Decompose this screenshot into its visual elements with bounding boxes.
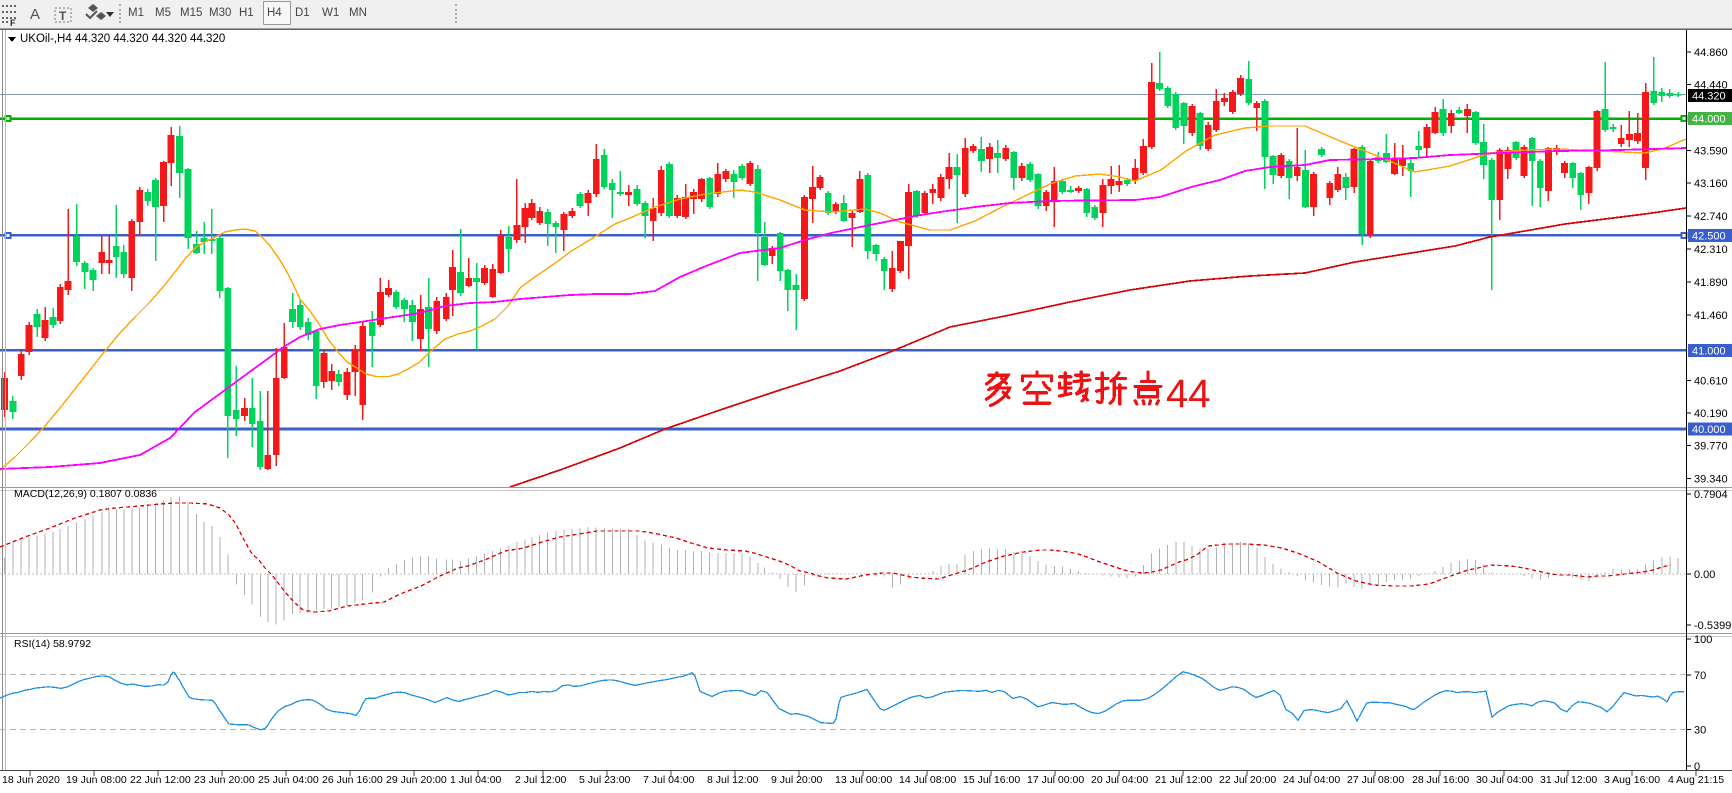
svg-text:42.310: 42.310: [1694, 244, 1728, 256]
svg-text:31 Jul 12:00: 31 Jul 12:00: [1540, 774, 1597, 786]
svg-text:-0.5399: -0.5399: [1694, 620, 1731, 632]
svg-text:14 Jul 08:00: 14 Jul 08:00: [899, 774, 956, 786]
svg-text:40.610: 40.610: [1694, 376, 1728, 388]
svg-text:27 Jul 08:00: 27 Jul 08:00: [1347, 774, 1404, 786]
svg-text:25 Jun 04:00: 25 Jun 04:00: [258, 774, 319, 786]
svg-text:7 Jul 04:00: 7 Jul 04:00: [643, 774, 695, 786]
svg-text:18 Jun 2020: 18 Jun 2020: [2, 774, 60, 786]
svg-text:28 Jul 16:00: 28 Jul 16:00: [1412, 774, 1469, 786]
svg-text:43.160: 43.160: [1694, 178, 1728, 190]
svg-text:23 Jun 20:00: 23 Jun 20:00: [194, 774, 255, 786]
svg-text:2 Jul 12:00: 2 Jul 12:00: [515, 774, 567, 786]
svg-text:42.740: 42.740: [1694, 211, 1728, 223]
svg-text:24 Jul 04:00: 24 Jul 04:00: [1283, 774, 1340, 786]
svg-text:30: 30: [1694, 725, 1706, 737]
svg-text:41.000: 41.000: [1692, 346, 1726, 358]
svg-text:43.590: 43.590: [1694, 146, 1728, 158]
svg-text:9 Jul 20:00: 9 Jul 20:00: [771, 774, 823, 786]
svg-text:A: A: [30, 6, 40, 23]
svg-text:41.460: 41.460: [1694, 310, 1728, 322]
svg-text:UKOil-,H4 44.320 44.320 44.32: UKOil-,H4 44.320 44.320 44.320 44.320: [20, 33, 225, 45]
svg-text:40.190: 40.190: [1694, 408, 1728, 420]
svg-text:19 Jun 08:00: 19 Jun 08:00: [66, 774, 127, 786]
svg-text:29 Jun 20:00: 29 Jun 20:00: [386, 774, 447, 786]
svg-text:22 Jun 12:00: 22 Jun 12:00: [130, 774, 191, 786]
svg-text:22 Jul 20:00: 22 Jul 20:00: [1219, 774, 1276, 786]
svg-text:F: F: [10, 18, 16, 28]
svg-text:44.440: 44.440: [1694, 80, 1728, 92]
svg-text:30 Jul 04:00: 30 Jul 04:00: [1476, 774, 1533, 786]
svg-text:39.340: 39.340: [1694, 474, 1728, 486]
svg-text:100: 100: [1694, 634, 1712, 646]
svg-text:41.890: 41.890: [1694, 277, 1728, 289]
svg-text:39.770: 39.770: [1694, 441, 1728, 453]
svg-text:T: T: [59, 9, 67, 23]
svg-text:21 Jul 12:00: 21 Jul 12:00: [1155, 774, 1212, 786]
svg-text:MACD(12,26,9) 0.1807 0.0836: MACD(12,26,9) 0.1807 0.0836: [14, 488, 157, 500]
svg-text:5 Jul 23:00: 5 Jul 23:00: [579, 774, 631, 786]
svg-text:15 Jul 16:00: 15 Jul 16:00: [963, 774, 1020, 786]
svg-text:26 Jun 16:00: 26 Jun 16:00: [322, 774, 383, 786]
svg-text:1 Jul 04:00: 1 Jul 04:00: [450, 774, 502, 786]
svg-text:40.000: 40.000: [1692, 424, 1726, 436]
svg-text:44.860: 44.860: [1694, 47, 1728, 59]
svg-text:44.000: 44.000: [1692, 114, 1726, 126]
svg-text:13 Jul 00:00: 13 Jul 00:00: [835, 774, 892, 786]
svg-text:4 Aug 21:15: 4 Aug 21:15: [1668, 774, 1724, 786]
svg-text:0: 0: [1694, 761, 1700, 773]
svg-text:70: 70: [1694, 670, 1706, 682]
svg-text:44: 44: [1166, 372, 1211, 416]
svg-text:3 Aug 16:00: 3 Aug 16:00: [1604, 774, 1660, 786]
svg-text:8 Jul 12:00: 8 Jul 12:00: [707, 774, 759, 786]
svg-text:0.00: 0.00: [1694, 569, 1715, 581]
svg-text:42.500: 42.500: [1692, 231, 1726, 243]
svg-text:0.7904: 0.7904: [1694, 489, 1728, 501]
svg-text:44.320: 44.320: [1692, 91, 1726, 103]
svg-text:RSI(14) 58.9792: RSI(14) 58.9792: [14, 638, 91, 650]
svg-text:17 Jul 00:00: 17 Jul 00:00: [1027, 774, 1084, 786]
svg-text:20 Jul 04:00: 20 Jul 04:00: [1091, 774, 1148, 786]
